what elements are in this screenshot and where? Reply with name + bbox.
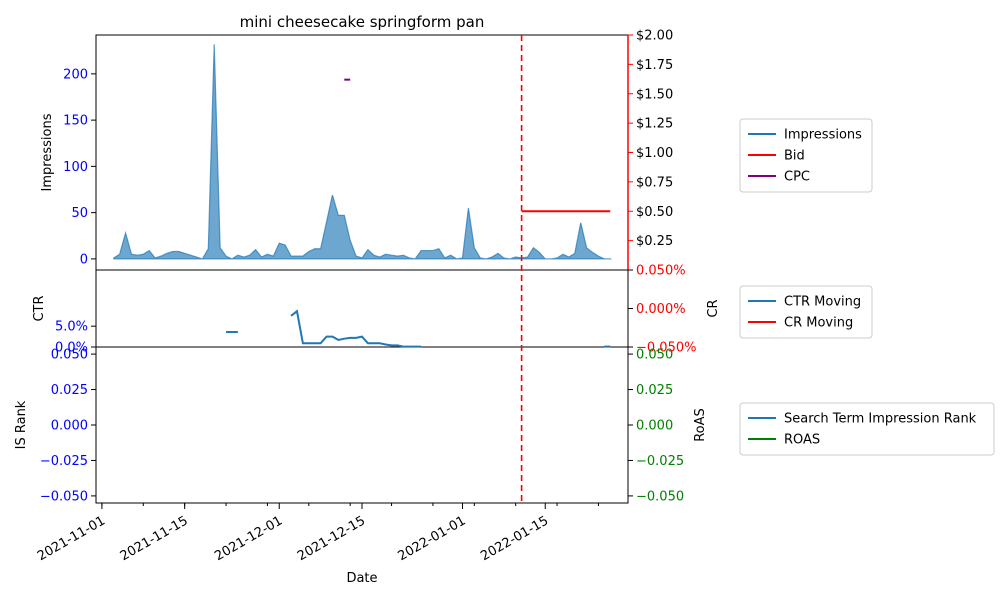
is-rank-axis-label: IS Rank	[14, 400, 29, 449]
panel-frame-1	[95, 34, 629, 271]
impressions-tick-label: 200	[63, 67, 88, 82]
legend-bottom-box	[739, 402, 995, 456]
x-tick-label: 2021-11-15	[118, 513, 191, 564]
roas-tick-label: 0.000	[636, 419, 673, 434]
bid-tick-label: $1.75	[636, 58, 673, 73]
bid-tick-label: $0.50	[636, 205, 673, 220]
ctr-axis-label: CTR	[32, 295, 47, 321]
x-axis-label: Date	[346, 571, 377, 586]
ctr-tick-label: 5.0%	[55, 320, 88, 335]
x-tick-label: 2022-01-01	[396, 513, 469, 564]
cr-tick-label: −0.050%	[636, 341, 696, 356]
bid-tick-label: $1.25	[636, 117, 673, 132]
roas-tick-label: 0.025	[636, 383, 673, 398]
impressions-tick-label: 0	[80, 252, 88, 267]
x-tick-label: 2021-11-01	[35, 513, 108, 564]
impressions-tick-label: 150	[63, 114, 88, 129]
legend-top-label: CPC	[784, 170, 810, 185]
is-rank-tick-label: 0.025	[51, 383, 88, 398]
legend-middle-label: CR Moving	[784, 316, 853, 331]
legend-top-box	[739, 118, 873, 193]
x-tick-label: 2021-12-15	[295, 513, 368, 564]
roas-tick-label: 0.050	[636, 348, 673, 363]
cr-axis-label: CR	[706, 299, 721, 317]
x-tick-label: 2021-12-01	[212, 513, 285, 564]
legend-top-label: Bid	[784, 149, 805, 164]
legend-bottom-label: Search Term Impression Rank	[784, 412, 977, 427]
cr-tick-label: 0.050%	[636, 264, 686, 279]
legend-middle-box	[739, 285, 873, 339]
legend-top-label: Impressions	[784, 128, 862, 143]
bid-tick-label: $1.50	[636, 87, 673, 102]
bid-tick-label: $1.00	[636, 146, 673, 161]
ctr-moving-line-2	[290, 309, 422, 348]
bid-tick-label: $0.75	[636, 175, 673, 190]
is-rank-tick-label: −0.025	[40, 454, 88, 469]
bid-tick-label: $2.00	[636, 29, 673, 44]
is-rank-tick-label: −0.050	[40, 489, 88, 504]
bid-tick-label: $0.25	[636, 234, 673, 249]
impressions-area	[113, 44, 613, 260]
cr-tick-label: 0.000%	[636, 302, 686, 317]
is-rank-tick-label: 0.000	[51, 419, 88, 434]
impressions-axis-label: Impressions	[40, 113, 55, 191]
x-tick-label: 2022-01-15	[478, 513, 551, 564]
legend-bottom-label: ROAS	[784, 433, 820, 448]
roas-tick-label: −0.050	[636, 489, 684, 504]
impressions-tick-label: 50	[71, 206, 88, 221]
legend-middle-label: CTR Moving	[784, 295, 861, 310]
is-rank-tick-label: 0.050	[51, 348, 88, 363]
panel-frame-3	[95, 346, 629, 504]
ctr-tick-label: 0.0%	[55, 341, 88, 356]
panel-frame-2	[95, 269, 629, 348]
roas-axis-label: RoAS	[693, 408, 708, 442]
roas-tick-label: −0.025	[636, 454, 684, 469]
chart-title: mini cheesecake springform pan	[240, 13, 485, 31]
impressions-tick-label: 100	[63, 160, 88, 175]
